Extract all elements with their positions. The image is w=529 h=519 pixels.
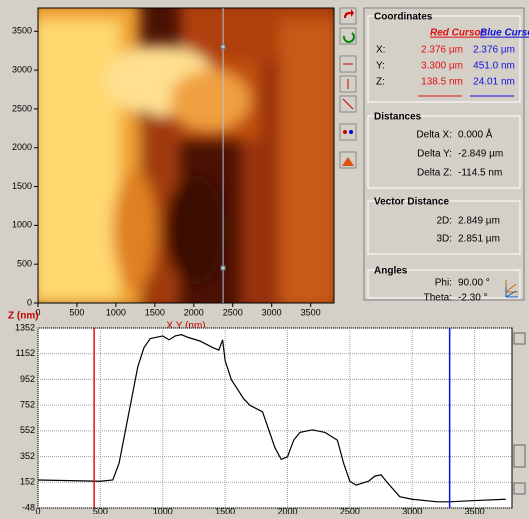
x-tick-label: 3500 [465, 506, 485, 514]
x-tick-label: 3000 [262, 307, 282, 317]
y-tick-label: 1152 [16, 348, 35, 358]
y-tick-label: 1500 [12, 181, 32, 191]
x-tick-label: 3000 [402, 506, 422, 514]
x-tick-label: 2500 [223, 307, 243, 317]
row-label: Delta Y: [417, 149, 452, 160]
cursor-marker [221, 266, 225, 270]
x-tick-label: 3500 [301, 307, 321, 317]
red-value: 3.300 µm [421, 61, 463, 72]
page: {"image":{"xlim":[0,3800],"ylim":[0,3800… [0, 0, 529, 519]
x-tick-label: 0 [35, 506, 40, 514]
row-label: 2D: [436, 216, 452, 227]
coord-label: Z: [376, 77, 385, 88]
blue-cursor-header: Blue Cursor [480, 28, 529, 39]
profile-y-label: Z (nm) [8, 311, 39, 322]
row-value: 2.851 µm [458, 234, 500, 245]
x-tick-label: 1000 [153, 506, 173, 514]
coord-label: X: [376, 45, 385, 56]
row-label: Phi: [435, 278, 452, 289]
x-tick-label: 2500 [340, 506, 360, 514]
x-tick-label: 2000 [277, 506, 297, 514]
x-tick-label: 500 [69, 307, 84, 317]
red-cursor-header: Red Cursor [430, 28, 486, 39]
distances-title: Distances [374, 112, 422, 123]
red-value: 2.376 µm [421, 45, 463, 56]
x-tick-label: 2000 [184, 307, 204, 317]
undo-button[interactable] [340, 8, 356, 24]
row-label: Theta: [424, 293, 452, 304]
y-tick-label: 952 [20, 374, 35, 384]
coord-label: Y: [376, 61, 385, 72]
y-tick-label: 152 [20, 477, 35, 487]
profile-frame [38, 328, 512, 508]
scroll-up-button[interactable] [514, 333, 525, 344]
row-value: 2.849 µm [458, 216, 500, 227]
y-tick-label: 552 [20, 425, 35, 435]
y-tick-label: 2500 [12, 103, 32, 113]
y-tick-label: 2000 [12, 142, 32, 152]
red-value: 138.5 nm [421, 77, 463, 88]
y-tick-label: 752 [20, 400, 35, 410]
row-label: Delta Z: [417, 168, 452, 179]
scroll-buttons [514, 333, 525, 494]
blue-value: 2.376 µm [473, 45, 515, 56]
row-value: -114.5 nm [458, 168, 502, 179]
row-value: 90.00 ° [458, 278, 490, 289]
row-value: -2.30 ° [458, 293, 488, 304]
x-tick-label: 1500 [215, 506, 235, 514]
row-value: -2.849 µm [458, 149, 503, 160]
cursor-marker [221, 45, 225, 49]
vector-title: Vector Distance [374, 197, 449, 208]
cursor-swap-button[interactable] [340, 124, 356, 140]
y-tick-label: 3000 [12, 64, 32, 74]
y-tick-label: 500 [17, 259, 32, 269]
y-tick-label: 0 [27, 297, 32, 307]
row-value: 0.000 Å [458, 128, 493, 141]
y-tick-label: 1352 [15, 322, 35, 332]
vector-group [368, 201, 520, 254]
x-tick-label: 500 [93, 506, 108, 514]
height-map [30, 0, 340, 310]
x-tick-label: 1000 [106, 307, 126, 317]
y-tick-label: -48 [22, 502, 35, 512]
blue-value: 451.0 nm [473, 61, 515, 72]
scroll-down-button[interactable] [514, 483, 525, 494]
info-panel: Coordinates Red Cursor Blue Cursor X: 2.3… [364, 8, 529, 304]
toolbar [340, 8, 356, 168]
y-tick-label: 3500 [12, 26, 32, 36]
blue-value: 24.01 nm [473, 77, 515, 88]
row-label: Delta X: [416, 130, 452, 141]
y-tick-label: 1000 [12, 220, 32, 230]
coordinates-title: Coordinates [374, 12, 433, 23]
angles-title: Angles [374, 266, 408, 277]
y-tick-label: 352 [20, 451, 35, 461]
app-window: 0 500 1000 1500 2000 2500 3000 3500 0 500 1000 1500… [0, 0, 529, 514]
x-tick-label: 1500 [145, 307, 165, 317]
row-label: 3D: [436, 234, 452, 245]
zoom-button[interactable] [514, 445, 525, 467]
